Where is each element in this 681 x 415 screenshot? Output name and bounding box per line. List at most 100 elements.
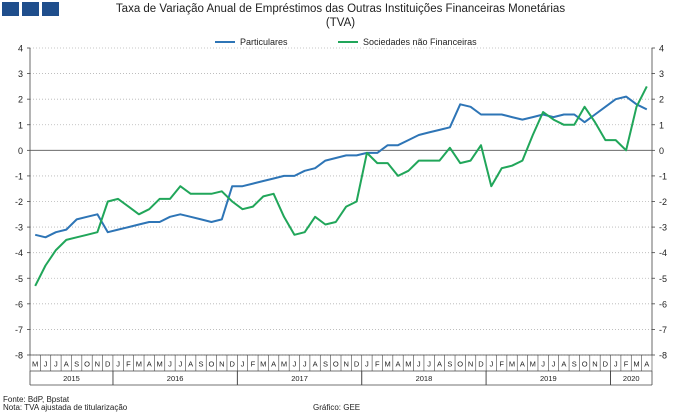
month-label: F [126, 360, 131, 369]
month-label: S [323, 360, 328, 369]
month-label: M [281, 360, 287, 369]
month-label: N [468, 360, 473, 369]
month-label: J [541, 360, 545, 369]
month-label: A [520, 360, 525, 369]
y-tick-label-right: 1 [659, 120, 664, 130]
month-label: A [437, 360, 442, 369]
month-label: J [417, 360, 421, 369]
y-tick-label-right: 4 [659, 44, 664, 54]
footer-credit: Gráfico: GEE [313, 403, 361, 412]
y-tick-label-left: 0 [18, 146, 23, 156]
y-tick-label-right: -5 [659, 274, 667, 284]
y-tick-label-right: 3 [659, 69, 664, 79]
month-label: M [509, 360, 515, 369]
year-label: 2016 [167, 374, 184, 383]
y-tick-label-right: -6 [659, 299, 667, 309]
legend-label: Particulares [240, 37, 288, 47]
month-label: F [375, 360, 380, 369]
y-tick-label-right: -2 [659, 197, 667, 207]
year-label: 2015 [63, 374, 80, 383]
y-tick-label-left: 3 [18, 69, 23, 79]
footer-source: Fonte: BdP, Bpstat [3, 395, 70, 404]
logo-block [42, 2, 59, 16]
month-label: O [582, 360, 588, 369]
month-label: M [136, 360, 142, 369]
month-label: D [354, 360, 360, 369]
month-label: S [447, 360, 452, 369]
y-tick-label-right: 2 [659, 95, 664, 105]
month-label: J [178, 360, 182, 369]
month-label: N [95, 360, 100, 369]
month-label: D [478, 360, 484, 369]
month-label: A [147, 360, 152, 369]
month-label: O [457, 360, 463, 369]
chart-title-line2: (TVA) [325, 17, 356, 29]
year-label: 2017 [291, 374, 308, 383]
month-label: M [530, 360, 536, 369]
month-label: J [54, 360, 58, 369]
month-label: N [592, 360, 597, 369]
gee-logo [2, 2, 59, 16]
y-tick-label-left: -2 [15, 197, 23, 207]
y-tick-label-left: -7 [15, 325, 23, 335]
logo-block [2, 2, 19, 16]
y-tick-label-right: -3 [659, 223, 667, 233]
month-label: N [343, 360, 348, 369]
y-tick-label-left: -5 [15, 274, 23, 284]
month-label: S [74, 360, 79, 369]
month-label: S [199, 360, 204, 369]
month-label: O [208, 360, 214, 369]
month-label: M [260, 360, 266, 369]
y-tick-label-left: 2 [18, 95, 23, 105]
y-tick-label-left: -1 [15, 171, 23, 181]
y-tick-label-right: -7 [659, 325, 667, 335]
y-tick-label-left: 4 [18, 44, 23, 54]
month-label: D [105, 360, 111, 369]
logo-block [22, 2, 39, 16]
month-label: J [303, 360, 307, 369]
y-tick-label-right: 0 [659, 146, 664, 156]
month-label: M [32, 360, 38, 369]
month-label: J [614, 360, 618, 369]
month-label: A [188, 360, 193, 369]
month-label: J [292, 360, 296, 369]
month-label: N [219, 360, 224, 369]
month-label: A [313, 360, 318, 369]
month-label: J [489, 360, 493, 369]
legend-label: Sociedades não Financeiras [363, 37, 477, 47]
month-label: S [572, 360, 577, 369]
month-label: J [552, 360, 556, 369]
month-label: A [396, 360, 401, 369]
month-label: M [633, 360, 639, 369]
series-line [34, 95, 648, 239]
y-tick-label-left: -6 [15, 299, 23, 309]
y-tick-label-left: -3 [15, 223, 23, 233]
month-label: O [333, 360, 339, 369]
month-label: J [44, 360, 48, 369]
year-label: 2020 [623, 374, 640, 383]
month-label: J [241, 360, 245, 369]
month-label: M [385, 360, 391, 369]
month-label: M [156, 360, 162, 369]
month-label: A [644, 360, 649, 369]
month-label: F [499, 360, 504, 369]
month-label: D [229, 360, 235, 369]
chart-title-line1: Taxa de Variação Anual de Empréstimos da… [115, 3, 566, 15]
month-label: F [624, 360, 629, 369]
month-label: D [603, 360, 609, 369]
y-tick-label-left: -4 [15, 248, 23, 258]
y-tick-label-left: 1 [18, 120, 23, 130]
month-label: J [116, 360, 120, 369]
y-tick-label-left: -8 [15, 351, 23, 361]
month-label: A [561, 360, 566, 369]
month-label: J [365, 360, 369, 369]
y-tick-label-right: -1 [659, 171, 667, 181]
series-line [34, 85, 648, 287]
month-label: J [168, 360, 172, 369]
year-label: 2018 [416, 374, 433, 383]
footer-note: Nota: TVA ajustada de titularização [3, 403, 128, 412]
month-label: M [405, 360, 411, 369]
month-label: A [271, 360, 276, 369]
year-label: 2019 [540, 374, 557, 383]
